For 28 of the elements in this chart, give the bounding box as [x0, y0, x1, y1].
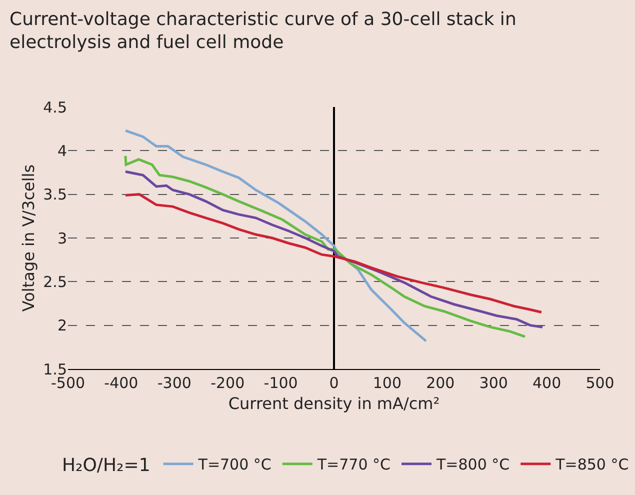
x-tick-label: 500 [586, 374, 614, 392]
legend-label: T=700 °C [197, 456, 272, 474]
line-series [124, 129, 428, 342]
x-tick-label: -400 [104, 374, 138, 392]
x-tick-label: 100 [372, 374, 402, 392]
x-tick-label: -200 [210, 374, 245, 392]
y-axis-title: Voltage in V/3cells [19, 164, 38, 312]
x-tick-label: -100 [264, 374, 298, 392]
legend-title: H₂O/H₂=1 [62, 455, 150, 476]
x-tick-label: 0 [329, 374, 339, 392]
x-tick-label: 400 [532, 374, 562, 392]
line-series [124, 170, 544, 328]
legend-label: T=770 °C [316, 456, 390, 474]
x-tick-label: 200 [426, 374, 455, 392]
legend-label: T=800 °C [436, 456, 510, 474]
y-tick-label: 3.5 [43, 186, 67, 204]
y-tick-label: 3 [57, 229, 67, 248]
y-tick-label: 4 [57, 142, 67, 160]
x-axis-title: Current density in mA/cm² [228, 394, 440, 413]
y-tick-label: 4.5 [43, 98, 67, 116]
line-series [124, 193, 543, 314]
line-series [124, 154, 526, 338]
y-tick-label: 2.5 [43, 272, 67, 291]
chart-title: Current-voltage characteristic curve of a 30-cell stack in electrolysis and fuel cell mode [10, 8, 516, 54]
x-tick-label: 300 [479, 374, 508, 392]
x-tick-label: -300 [157, 374, 192, 392]
legend-label: T=850 °C [554, 456, 629, 474]
y-tick-label: 2 [57, 316, 67, 335]
